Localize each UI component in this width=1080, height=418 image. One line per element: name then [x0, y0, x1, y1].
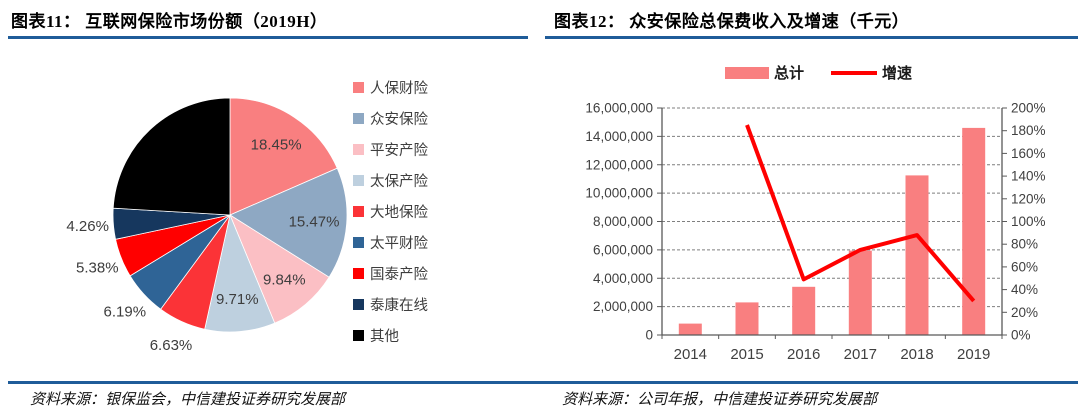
pie-value-label: 9.71% [216, 291, 259, 308]
bar-2018 [905, 175, 929, 335]
pie-legend-item-8: 其他 [353, 320, 428, 351]
pie-value-label: 5.38% [76, 260, 119, 277]
pie-value-label: 6.63% [150, 337, 193, 354]
pie-value-label: 9.84% [263, 271, 306, 288]
legend-label: 人保财险 [370, 81, 428, 97]
right-axis-label: 60% [1011, 259, 1038, 274]
bar-line-chart-premium: 0 2,000,000 4,000,000 6,000,000 8,000,000 10,… [585, 64, 1046, 363]
left-axis-label: 14,000,000 [585, 129, 653, 144]
bar-2016 [792, 286, 816, 335]
legend-label-growth: 增速 [882, 64, 912, 82]
left-axis-label: 8,000,000 [593, 214, 653, 229]
growth-line [745, 124, 976, 303]
legend-swatch-icon [353, 268, 364, 279]
legend-swatch-icon [353, 237, 364, 248]
left-axis-label: 16,000,000 [585, 101, 653, 116]
pie-legend-item-0: 人保财险 [353, 72, 428, 103]
left-axis-label: 12,000,000 [585, 157, 653, 172]
pie-legend-item-4: 大地保险 [353, 196, 428, 227]
x-axis-label: 2018 [900, 346, 933, 363]
right-axis-label: 120% [1011, 191, 1046, 206]
x-axis-label: 2016 [787, 346, 820, 363]
left-axis-label: 4,000,000 [593, 271, 653, 286]
pie-legend-item-3: 太保产险 [353, 165, 428, 196]
pie-legend-item-2: 平安产险 [353, 134, 428, 165]
legend-bar-swatch-icon [725, 67, 769, 79]
pie-value-label: 15.47% [289, 213, 340, 230]
legend-swatch-icon [353, 82, 364, 93]
pie-legend-item-1: 众安保险 [353, 103, 428, 134]
legend-label: 太保产险 [370, 174, 428, 190]
left-axis-label: 6,000,000 [593, 242, 653, 257]
figure12-title-rule [545, 36, 1078, 39]
pie-value-label: 6.19% [104, 303, 147, 320]
legend-label-total: 总计 [774, 64, 804, 82]
right-axis-label: 0% [1011, 328, 1031, 343]
pie-legend-item-6: 国泰产险 [353, 258, 428, 289]
x-axis-label: 2019 [957, 346, 990, 363]
pie-value-label: 4.26% [66, 218, 109, 235]
left-axis-label: 0 [645, 328, 653, 343]
pie-slice-其他 [112, 97, 231, 216]
legend-label: 泰康在线 [370, 298, 428, 314]
figure12-title: 图表12： 众安保险总保费收入及增速（千元） [554, 12, 910, 31]
figure11-title-rule [8, 36, 528, 39]
right-axis-label: 160% [1011, 146, 1046, 161]
legend-swatch-icon [353, 299, 364, 310]
bar-2019 [962, 127, 986, 336]
pie-slice-平安产险 [229, 213, 330, 324]
x-axis-label: 2014 [674, 346, 707, 363]
figure12-source: 资料来源：公司年报，中信建投证券研究发展部 [562, 392, 878, 408]
footer-rule [8, 381, 1078, 384]
right-axis-label: 140% [1011, 169, 1046, 184]
legend-label: 太平财险 [370, 236, 428, 252]
legend-swatch-icon [353, 206, 364, 217]
bar-2015 [735, 302, 759, 335]
right-axis-label: 80% [1011, 237, 1038, 252]
pie-legend-item-5: 太平财险 [353, 227, 428, 258]
legend-swatch-icon [353, 144, 364, 155]
pie-value-label: 18.45% [251, 137, 302, 154]
pie-chart-market-share: 18.45% 15.47% 9.84%9.71% 6.63%6.19% 5.38% 4.2… [66, 97, 348, 354]
legend-label: 大地保险 [370, 205, 428, 221]
x-axis-label: 2015 [730, 346, 763, 363]
bar-2014 [678, 323, 702, 335]
left-axis-label: 2,000,000 [593, 299, 653, 314]
figure11-source: 资料来源：银保监会，中信建投证券研究发展部 [30, 392, 346, 408]
legend-swatch-icon [353, 175, 364, 186]
right-axis-label: 20% [1011, 305, 1038, 320]
legend-swatch-icon [353, 330, 364, 341]
right-axis-label: 200% [1011, 101, 1046, 116]
pie-legend-item-7: 泰康在线 [353, 289, 428, 320]
legend-label: 其他 [370, 329, 399, 345]
right-axis-label: 180% [1011, 123, 1046, 138]
bar-2017 [848, 250, 872, 335]
right-axis-label: 40% [1011, 282, 1038, 297]
figure11-title: 图表11： 互联网保险市场份额（2019H） [11, 12, 328, 31]
legend-swatch-icon [353, 113, 364, 124]
pie-legend: 人保财险众安保险平安产险太保产险大地保险太平财险国泰产险泰康在线其他 [353, 72, 428, 351]
left-axis-label: 10,000,000 [585, 186, 653, 201]
legend-label: 众安保险 [370, 112, 428, 128]
legend-label: 国泰产险 [370, 267, 428, 283]
pie-slice-人保财险 [229, 97, 338, 216]
legend-label: 平安产险 [370, 143, 428, 159]
x-axis-label: 2017 [844, 346, 877, 363]
right-axis-label: 100% [1011, 214, 1046, 229]
pie-slice-众安保险 [229, 167, 348, 278]
